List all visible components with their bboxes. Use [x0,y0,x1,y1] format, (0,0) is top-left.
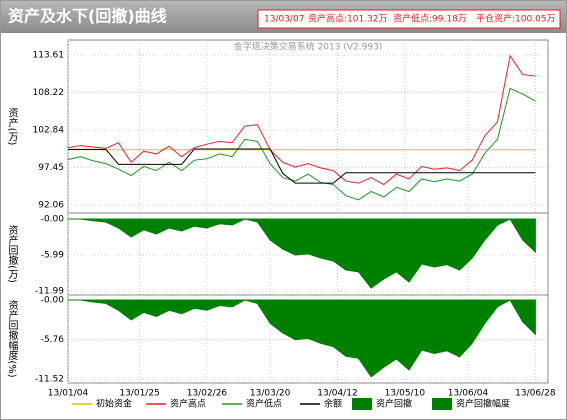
legend-swatch [432,398,452,410]
x-tick-label: 13/04/12 [317,389,357,399]
x-tick-label: 13/01/25 [119,389,159,399]
legend-label: 资产回撤 [376,398,412,410]
y-axis-label: 资产回撤(万) [6,225,18,283]
x-tick-label: 13/02/26 [187,389,228,399]
x-tick-label: 13/06/04 [448,389,489,399]
y-tick-label: 102.84 [33,125,65,135]
title: 资产及水下(回撤)曲线 [8,7,167,26]
y-tick-label: 97.45 [38,163,64,173]
y-tick-label: -11.52 [35,375,64,385]
drawdown-area [68,218,536,289]
y-tick-label: -11.99 [35,286,64,296]
legend-label: 资产低点 [246,398,282,410]
info-close: 平仓资产:100.05万 [476,13,556,25]
legend-swatch [352,398,372,410]
y-tick-label: -5.76 [41,335,65,345]
y-tick-label: 113.61 [33,51,65,61]
y-tick-label: 92.06 [38,200,64,210]
legend-label: 初始资金 [96,398,132,410]
series-line [68,148,536,184]
legend-label: 资产高点 [170,398,206,410]
y-tick-label: -0.00 [41,215,65,225]
y-tick-label: -5.99 [41,250,65,260]
x-tick-label: 13/05/10 [385,389,426,399]
drawdown-area [68,299,536,378]
y-tick-label: -0.00 [41,296,65,306]
x-tick-label: 13/01/04 [48,389,89,399]
legend-label: 资产回撤幅度 [456,398,510,410]
info-low: 资产低点:99.18万 [393,13,467,25]
series-line [67,54,536,186]
legend-label: 余额 [324,398,342,410]
x-tick-label: 13/06/28 [515,389,556,399]
subtitle: 金字塔决策交易系统 2013 (V2.993) [234,41,383,53]
y-tick-label: 108.22 [33,88,65,98]
info-high: 资产高点:101.32万 [308,13,388,25]
y-axis-label: 资产(万) [6,107,18,145]
x-tick-label: 13/03/20 [250,389,291,399]
plot-area [67,294,549,384]
info-box [257,9,561,29]
y-axis-label: 资产回撤幅度(%) [6,300,18,378]
series-line [67,87,536,201]
info-date: 13/03/07 [264,15,304,25]
